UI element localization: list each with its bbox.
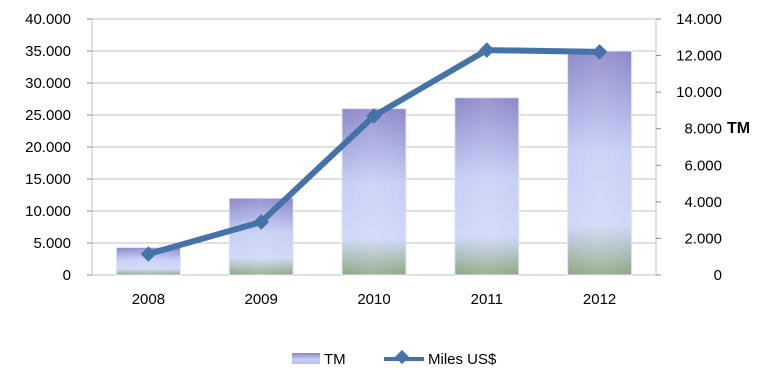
left-tick-label: 10.000 (25, 203, 71, 220)
left-tick-label: 5.000 (33, 235, 71, 252)
right-tick-label: 12.000 (676, 48, 722, 65)
line-point-2008 (140, 246, 157, 262)
left-tick-label: 20.000 (25, 139, 71, 156)
right-tick-label: 8.000 (684, 121, 722, 138)
category-label: 2010 (357, 291, 390, 308)
right-tick-label: 4.000 (684, 194, 722, 211)
legend-label-tm: TM (324, 351, 346, 368)
bar-series-tm (115, 50, 633, 276)
bar-highlight (567, 51, 632, 275)
category-label: 2012 (583, 291, 616, 308)
left-tick-label: 35.000 (25, 43, 71, 60)
bar-highlight (454, 97, 519, 275)
right-axis-tick-labels: 0 2.000 4.000 6.000 8.000 10.000 12.000 14.000 (676, 11, 722, 284)
category-label: 2008 (132, 291, 165, 308)
bar-highlight (229, 198, 294, 275)
legend-swatch-tm (292, 353, 320, 364)
category-axis-labels: 2008 2009 2010 2011 2012 (132, 291, 617, 308)
line-point-2009 (253, 214, 269, 230)
left-tick-label: 15.000 (25, 171, 71, 188)
right-tick-label: 14.000 (676, 11, 722, 28)
right-tick-label: 6.000 (684, 157, 722, 174)
right-tick-label: 0 (714, 267, 722, 284)
legend: TM Miles US$ (292, 349, 497, 368)
legend-marker-miles-usd (394, 349, 410, 365)
right-tick-label: 10.000 (676, 84, 722, 101)
right-tick-label: 2.000 (684, 230, 722, 247)
legend-label-miles-usd: Miles US$ (428, 351, 497, 368)
category-label: 2009 (245, 291, 278, 308)
left-tick-label: 40.000 (25, 11, 71, 28)
line-series-miles-usd (140, 42, 608, 262)
left-tick-label: 25.000 (25, 107, 71, 124)
right-axis-title: TM (727, 120, 750, 137)
left-tick-label: 0 (63, 267, 71, 284)
left-axis-tick-labels: 0 5.000 10.000 15.000 20.000 25.000 30.000 35.0… (25, 11, 71, 284)
category-label: 2011 (471, 291, 503, 308)
left-tick-label: 30.000 (25, 75, 71, 92)
